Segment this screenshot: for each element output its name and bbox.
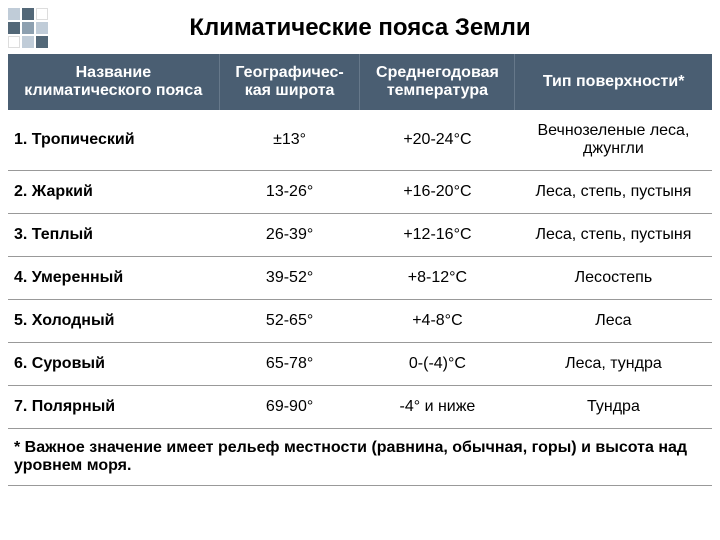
cell-surface: Лесостепь	[515, 257, 712, 300]
table-row: 3. Теплый 26-39° +12-16°С Леса, степь, п…	[8, 214, 712, 257]
cell-surface: Леса, степь, пустыня	[515, 214, 712, 257]
climate-table: Название климатического пояса Географиче…	[8, 54, 712, 486]
table-header-row: Название климатического пояса Географиче…	[8, 54, 712, 110]
cell-temperature: 0-(-4)°С	[360, 343, 515, 386]
cell-name: 3. Теплый	[8, 214, 219, 257]
cell-temperature: -4° и ниже	[360, 386, 515, 429]
table-row: 1. Тропический ±13° +20-24°С Вечнозелены…	[8, 110, 712, 171]
cell-latitude: 26-39°	[219, 214, 360, 257]
cell-temperature: +4-8°С	[360, 300, 515, 343]
table-row: 7. Полярный 69-90° -4° и ниже Тундра	[8, 386, 712, 429]
table-row: 2. Жаркий 13-26° +16-20°С Леса, степь, п…	[8, 171, 712, 214]
cell-name: 4. Умеренный	[8, 257, 219, 300]
table-row: 4. Умеренный 39-52° +8-12°С Лесостепь	[8, 257, 712, 300]
cell-latitude: 39-52°	[219, 257, 360, 300]
footnote-row: * Важное значение имеет рельеф местности…	[8, 429, 712, 486]
table-row: 6. Суровый 65-78° 0-(-4)°С Леса, тундра	[8, 343, 712, 386]
col-header-latitude: Географичес-кая широта	[219, 54, 360, 110]
cell-name: 1. Тропический	[8, 110, 219, 171]
cell-name: 6. Суровый	[8, 343, 219, 386]
cell-surface: Тундра	[515, 386, 712, 429]
cell-latitude: 52-65°	[219, 300, 360, 343]
col-header-name: Название климатического пояса	[8, 54, 219, 110]
logo-grid	[8, 8, 48, 48]
cell-latitude: ±13°	[219, 110, 360, 171]
col-header-temperature: Среднегодовая температура	[360, 54, 515, 110]
cell-temperature: +20-24°С	[360, 110, 515, 171]
col-header-surface: Тип поверхности*	[515, 54, 712, 110]
table-body: 1. Тропический ±13° +20-24°С Вечнозелены…	[8, 110, 712, 486]
cell-name: 7. Полярный	[8, 386, 219, 429]
page-title: Климатические пояса Земли	[0, 0, 720, 54]
cell-surface: Вечнозеленые леса, джунгли	[515, 110, 712, 171]
cell-latitude: 65-78°	[219, 343, 360, 386]
cell-surface: Леса, тундра	[515, 343, 712, 386]
cell-latitude: 69-90°	[219, 386, 360, 429]
cell-name: 5. Холодный	[8, 300, 219, 343]
cell-temperature: +16-20°С	[360, 171, 515, 214]
cell-latitude: 13-26°	[219, 171, 360, 214]
cell-temperature: +8-12°С	[360, 257, 515, 300]
footnote-text: * Важное значение имеет рельеф местности…	[8, 429, 712, 486]
cell-temperature: +12-16°С	[360, 214, 515, 257]
table-row: 5. Холодный 52-65° +4-8°С Леса	[8, 300, 712, 343]
cell-name: 2. Жаркий	[8, 171, 219, 214]
cell-surface: Леса	[515, 300, 712, 343]
cell-surface: Леса, степь, пустыня	[515, 171, 712, 214]
